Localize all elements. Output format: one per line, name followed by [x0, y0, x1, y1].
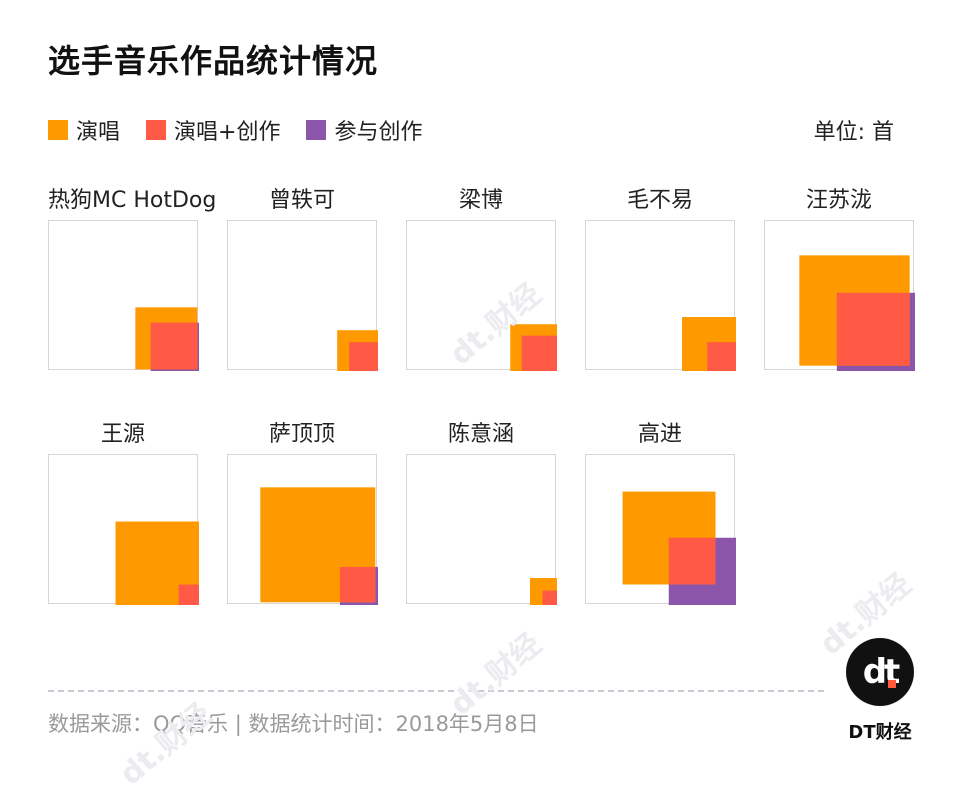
artist-squares	[115, 521, 199, 605]
watermark: dt.财经	[113, 696, 219, 793]
legend-label-sing-create: 演唱+创作	[174, 120, 281, 145]
artist-panel	[585, 220, 736, 371]
artist-squares	[510, 324, 557, 371]
panel-label: 曾轶可	[268, 188, 335, 213]
artist-panel	[227, 220, 378, 371]
sing-create-square	[521, 335, 557, 371]
legend-swatch-sing-create	[146, 120, 167, 140]
sing-create-square	[339, 566, 376, 603]
panel-label: 梁博	[458, 188, 503, 213]
chart-title: 选手音乐作品统计情况	[48, 42, 379, 80]
legend-item-sing: 演唱	[48, 114, 120, 146]
artist-panel	[48, 454, 199, 605]
artist-panel	[585, 454, 736, 605]
legend-item-sing-create: 演唱+创作	[146, 114, 280, 146]
artist-squares	[260, 487, 378, 605]
panel-label: 王源	[100, 422, 145, 447]
legend-swatch-participate	[306, 120, 327, 140]
sing-create-square	[178, 584, 199, 605]
panel-label: 陈意涵	[447, 422, 514, 447]
footer-source: 数据来源：QQ音乐 | 数据统计时间：2018年5月8日	[48, 712, 539, 736]
panel-label: 高进	[637, 422, 682, 447]
sing-create-square	[150, 322, 198, 370]
legend-swatch-sing	[48, 120, 68, 140]
sing-create-square	[707, 342, 736, 371]
footer-divider	[48, 690, 824, 692]
brand-logo: dt	[846, 638, 914, 706]
panel-label: 萨顶顶	[268, 422, 335, 447]
artist-squares	[799, 255, 915, 371]
artist-squares	[135, 307, 199, 371]
unit-label: 单位: 首	[813, 120, 894, 145]
sing-create-square	[836, 292, 910, 366]
artist-panel	[764, 220, 915, 371]
artist-squares	[337, 330, 378, 371]
panel-label: 热狗MC HotDog	[48, 188, 217, 213]
artist-squares	[682, 317, 736, 371]
legend-label-participate: 参与创作	[334, 120, 423, 145]
legend: 演唱 演唱+创作 参与创作	[48, 114, 448, 146]
logo-dot	[888, 680, 896, 688]
sing-create-square	[668, 537, 716, 585]
artist-squares	[622, 491, 736, 605]
artist-squares	[530, 578, 557, 605]
panel-label: 毛不易	[626, 188, 693, 213]
artist-panel	[406, 454, 557, 605]
artist-panel	[48, 220, 199, 371]
panel-label: 汪苏泷	[805, 188, 872, 213]
sing-create-square	[542, 590, 557, 605]
artist-panel	[406, 220, 557, 371]
legend-label-sing: 演唱	[76, 120, 121, 145]
brand-name: DT财经	[848, 722, 912, 743]
artist-panel	[227, 454, 378, 605]
sing-create-square	[349, 342, 378, 371]
legend-item-participate: 参与创作	[306, 114, 422, 146]
